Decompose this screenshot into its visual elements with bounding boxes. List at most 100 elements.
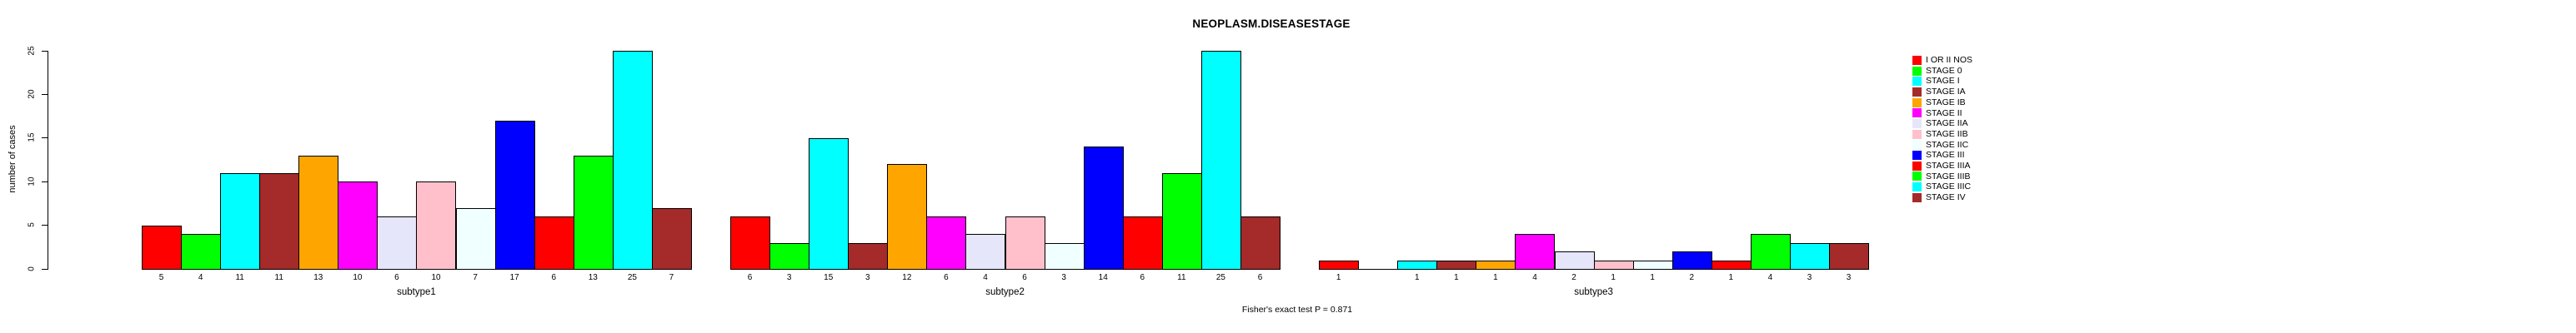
bar-value-label: 17: [509, 273, 519, 282]
legend-label: STAGE IA: [1926, 87, 1966, 97]
legend-item: STAGE 0: [1912, 66, 1972, 77]
legend-label: STAGE IIB: [1926, 128, 1968, 139]
legend-item: STAGE IV: [1912, 192, 1972, 203]
y-axis-label: number of cases: [8, 125, 18, 193]
legend-label: I OR II NOS: [1926, 55, 1973, 66]
bar-subtype3-stage-ib: [1476, 260, 1516, 270]
legend-swatch-icon: [1912, 182, 1922, 192]
y-axis-tick: [42, 268, 48, 270]
legend-swatch-icon: [1912, 55, 1922, 65]
bar-subtype3-stage-iia: [1555, 251, 1595, 270]
bar-subtype2-stage-iiib: [1162, 172, 1202, 270]
bar-value-label: 3: [786, 273, 792, 282]
bar-value-label: 6: [394, 273, 399, 282]
legend-swatch-icon: [1912, 129, 1922, 139]
fisher-test-note: Fisher's exact test P = 0.871: [1241, 305, 1353, 315]
bar-subtype2-stage-0: [769, 242, 809, 270]
bar-value-label: 4: [1532, 273, 1537, 282]
legend-label: STAGE IV: [1926, 192, 1966, 203]
bar-subtype3-stage-iii: [1672, 251, 1712, 270]
bar-value-label: 4: [198, 273, 203, 282]
bar-value-label: 6: [944, 273, 949, 282]
bar-subtype1-stage-iiic: [613, 50, 653, 270]
bar-value-label: 25: [627, 273, 637, 282]
bar-value-label: 10: [353, 273, 363, 282]
bar-value-label: 3: [865, 273, 870, 282]
legend-label: STAGE IIIC: [1926, 181, 1972, 192]
bar-subtype2-stage-iia: [965, 233, 1005, 270]
bar-value-label: 11: [274, 273, 283, 282]
bar-value-label: 6: [1257, 273, 1263, 282]
y-axis-tick-label: 15: [27, 132, 37, 142]
legend-swatch-icon: [1912, 66, 1922, 76]
bar-subtype1-stage-iic: [456, 207, 496, 270]
bar-subtype2-stage-iiic: [1201, 50, 1241, 270]
bar-value-label: 7: [669, 273, 674, 282]
legend-label: STAGE IIA: [1926, 118, 1968, 129]
bar-value-label: 12: [902, 273, 912, 282]
legend-label: STAGE IIIB: [1926, 171, 1971, 181]
y-axis-tick: [42, 137, 48, 139]
legend-item: STAGE IA: [1912, 87, 1972, 97]
legend-item: I OR II NOS: [1912, 55, 1972, 66]
bar-subtype1-stage-0: [181, 233, 221, 270]
bar-value-label: 4: [1767, 273, 1773, 282]
bar-value-label: 6: [551, 273, 557, 282]
bar-subtype2-stage-ii: [926, 216, 966, 270]
bar-subtype3-stage-ia: [1436, 260, 1476, 270]
bar-subtype3-stage-iib: [1594, 260, 1634, 270]
bar-value-label: 1: [1611, 273, 1616, 282]
bar-subtype1-stage-ib: [298, 155, 338, 270]
bar-value-label: 1: [1414, 273, 1420, 282]
legend-swatch-icon: [1912, 97, 1922, 107]
bar-subtype2-stage-ib: [887, 163, 927, 270]
bar-subtype3-stage-iic: [1633, 260, 1673, 270]
bar-subtype2-stage-ia: [848, 242, 888, 270]
legend-swatch-icon: [1912, 77, 1922, 87]
bar-subtype1-stage-iiia: [534, 216, 574, 270]
bar-value-label: 6: [1140, 273, 1145, 282]
y-axis-tick: [42, 93, 48, 95]
bar-subtype3-stage-iiia: [1711, 260, 1752, 270]
legend-label: STAGE IIIA: [1926, 160, 1971, 171]
legend-item: STAGE III: [1912, 150, 1972, 161]
bar-value-label: 3: [1061, 273, 1066, 282]
legend-swatch-icon: [1912, 87, 1922, 97]
y-axis-tick: [42, 225, 48, 226]
legend-item: STAGE IIB: [1912, 129, 1972, 140]
bar-value-label: 13: [588, 273, 598, 282]
bar-value-label: 3: [1807, 273, 1812, 282]
bar-subtype3-stage-iv: [1829, 242, 1869, 270]
y-axis-tick-label: 0: [27, 266, 37, 271]
bar-value-label: 7: [473, 273, 478, 282]
legend-label: STAGE IB: [1926, 97, 1966, 107]
bar-value-label: 1: [1728, 273, 1734, 282]
legend-swatch-icon: [1912, 108, 1922, 118]
legend-item: STAGE IIIC: [1912, 181, 1972, 192]
legend-item: STAGE I: [1912, 76, 1972, 87]
legend-item: STAGE IB: [1912, 97, 1972, 108]
legend-label: STAGE III: [1926, 150, 1965, 161]
bar-subtype2-stage-iv: [1240, 216, 1280, 270]
bar-value-label: 2: [1689, 273, 1695, 282]
bar-subtype2-stage-iib: [1005, 216, 1045, 270]
bar-subtype2-stage-i: [809, 137, 849, 270]
y-axis-tick-label: 10: [27, 176, 37, 186]
legend-swatch-icon: [1912, 151, 1922, 161]
bar-subtype1-stage-iia: [377, 216, 417, 270]
legend-label: STAGE IIC: [1926, 139, 1969, 150]
bar-subtype3-stage-ii: [1515, 233, 1555, 270]
group-label-subtype2: subtype2: [985, 287, 1025, 297]
bar-subtype3-stage-iiib: [1751, 233, 1791, 270]
bar-value-label: 2: [1571, 273, 1576, 282]
bar-value-label: 1: [1454, 273, 1459, 282]
legend-label: STAGE 0: [1926, 65, 1962, 76]
group-label-subtype1: subtype1: [397, 287, 436, 297]
legend-swatch-icon: [1912, 192, 1922, 202]
legend-item: STAGE II: [1912, 107, 1972, 118]
bar-subtype1-stage-iii: [495, 120, 535, 270]
bar-value-label: 15: [824, 273, 834, 282]
bar-value-label: 10: [431, 273, 441, 282]
bar-subtype1-stage-iib: [416, 181, 456, 270]
bar-subtype1-stage-ia: [259, 172, 299, 270]
